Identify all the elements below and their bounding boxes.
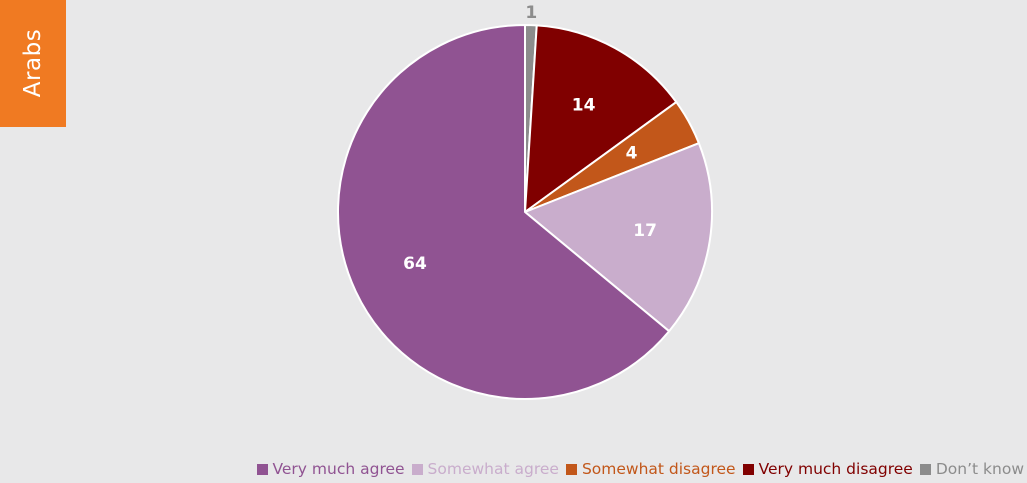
legend-item-somewhat-disagree: Somewhat disagree xyxy=(565,460,736,478)
legend-swatch xyxy=(256,463,268,475)
legend-label: Don’t know xyxy=(935,460,1024,478)
legend-swatch xyxy=(742,463,754,475)
legend-swatch xyxy=(411,463,423,475)
side-tab: Arabs xyxy=(0,0,66,127)
data-label-somewhat-disagree: 4 xyxy=(626,143,638,163)
legend: Very much agree Somewhat agree Somewhat di… xyxy=(30,458,1024,480)
pie-slice-very-much-disagree xyxy=(524,24,678,213)
data-label-very-much-agree: 64 xyxy=(403,254,427,274)
legend-label: Very much agree xyxy=(272,460,405,478)
legend-swatch xyxy=(565,463,577,475)
legend-label: Very much disagree xyxy=(758,460,913,478)
data-label-somewhat-agree: 17 xyxy=(633,221,657,241)
legend-label: Somewhat agree xyxy=(427,460,559,478)
legend-item-don-t-know: Don’t know xyxy=(919,460,1024,478)
legend-swatch xyxy=(919,463,931,475)
legend-item-very-much-disagree: Very much disagree xyxy=(742,460,913,478)
data-label-very-much-disagree: 14 xyxy=(572,96,596,116)
pie-slice-somewhat-agree xyxy=(524,142,713,333)
legend-item-very-much-agree: Very much agree xyxy=(256,460,405,478)
legend-item-somewhat-agree: Somewhat agree xyxy=(411,460,559,478)
pie-slice-very-much-agree xyxy=(337,24,671,400)
legend-label: Somewhat disagree xyxy=(581,460,736,478)
data-label-don-t-know: 1 xyxy=(525,3,537,23)
